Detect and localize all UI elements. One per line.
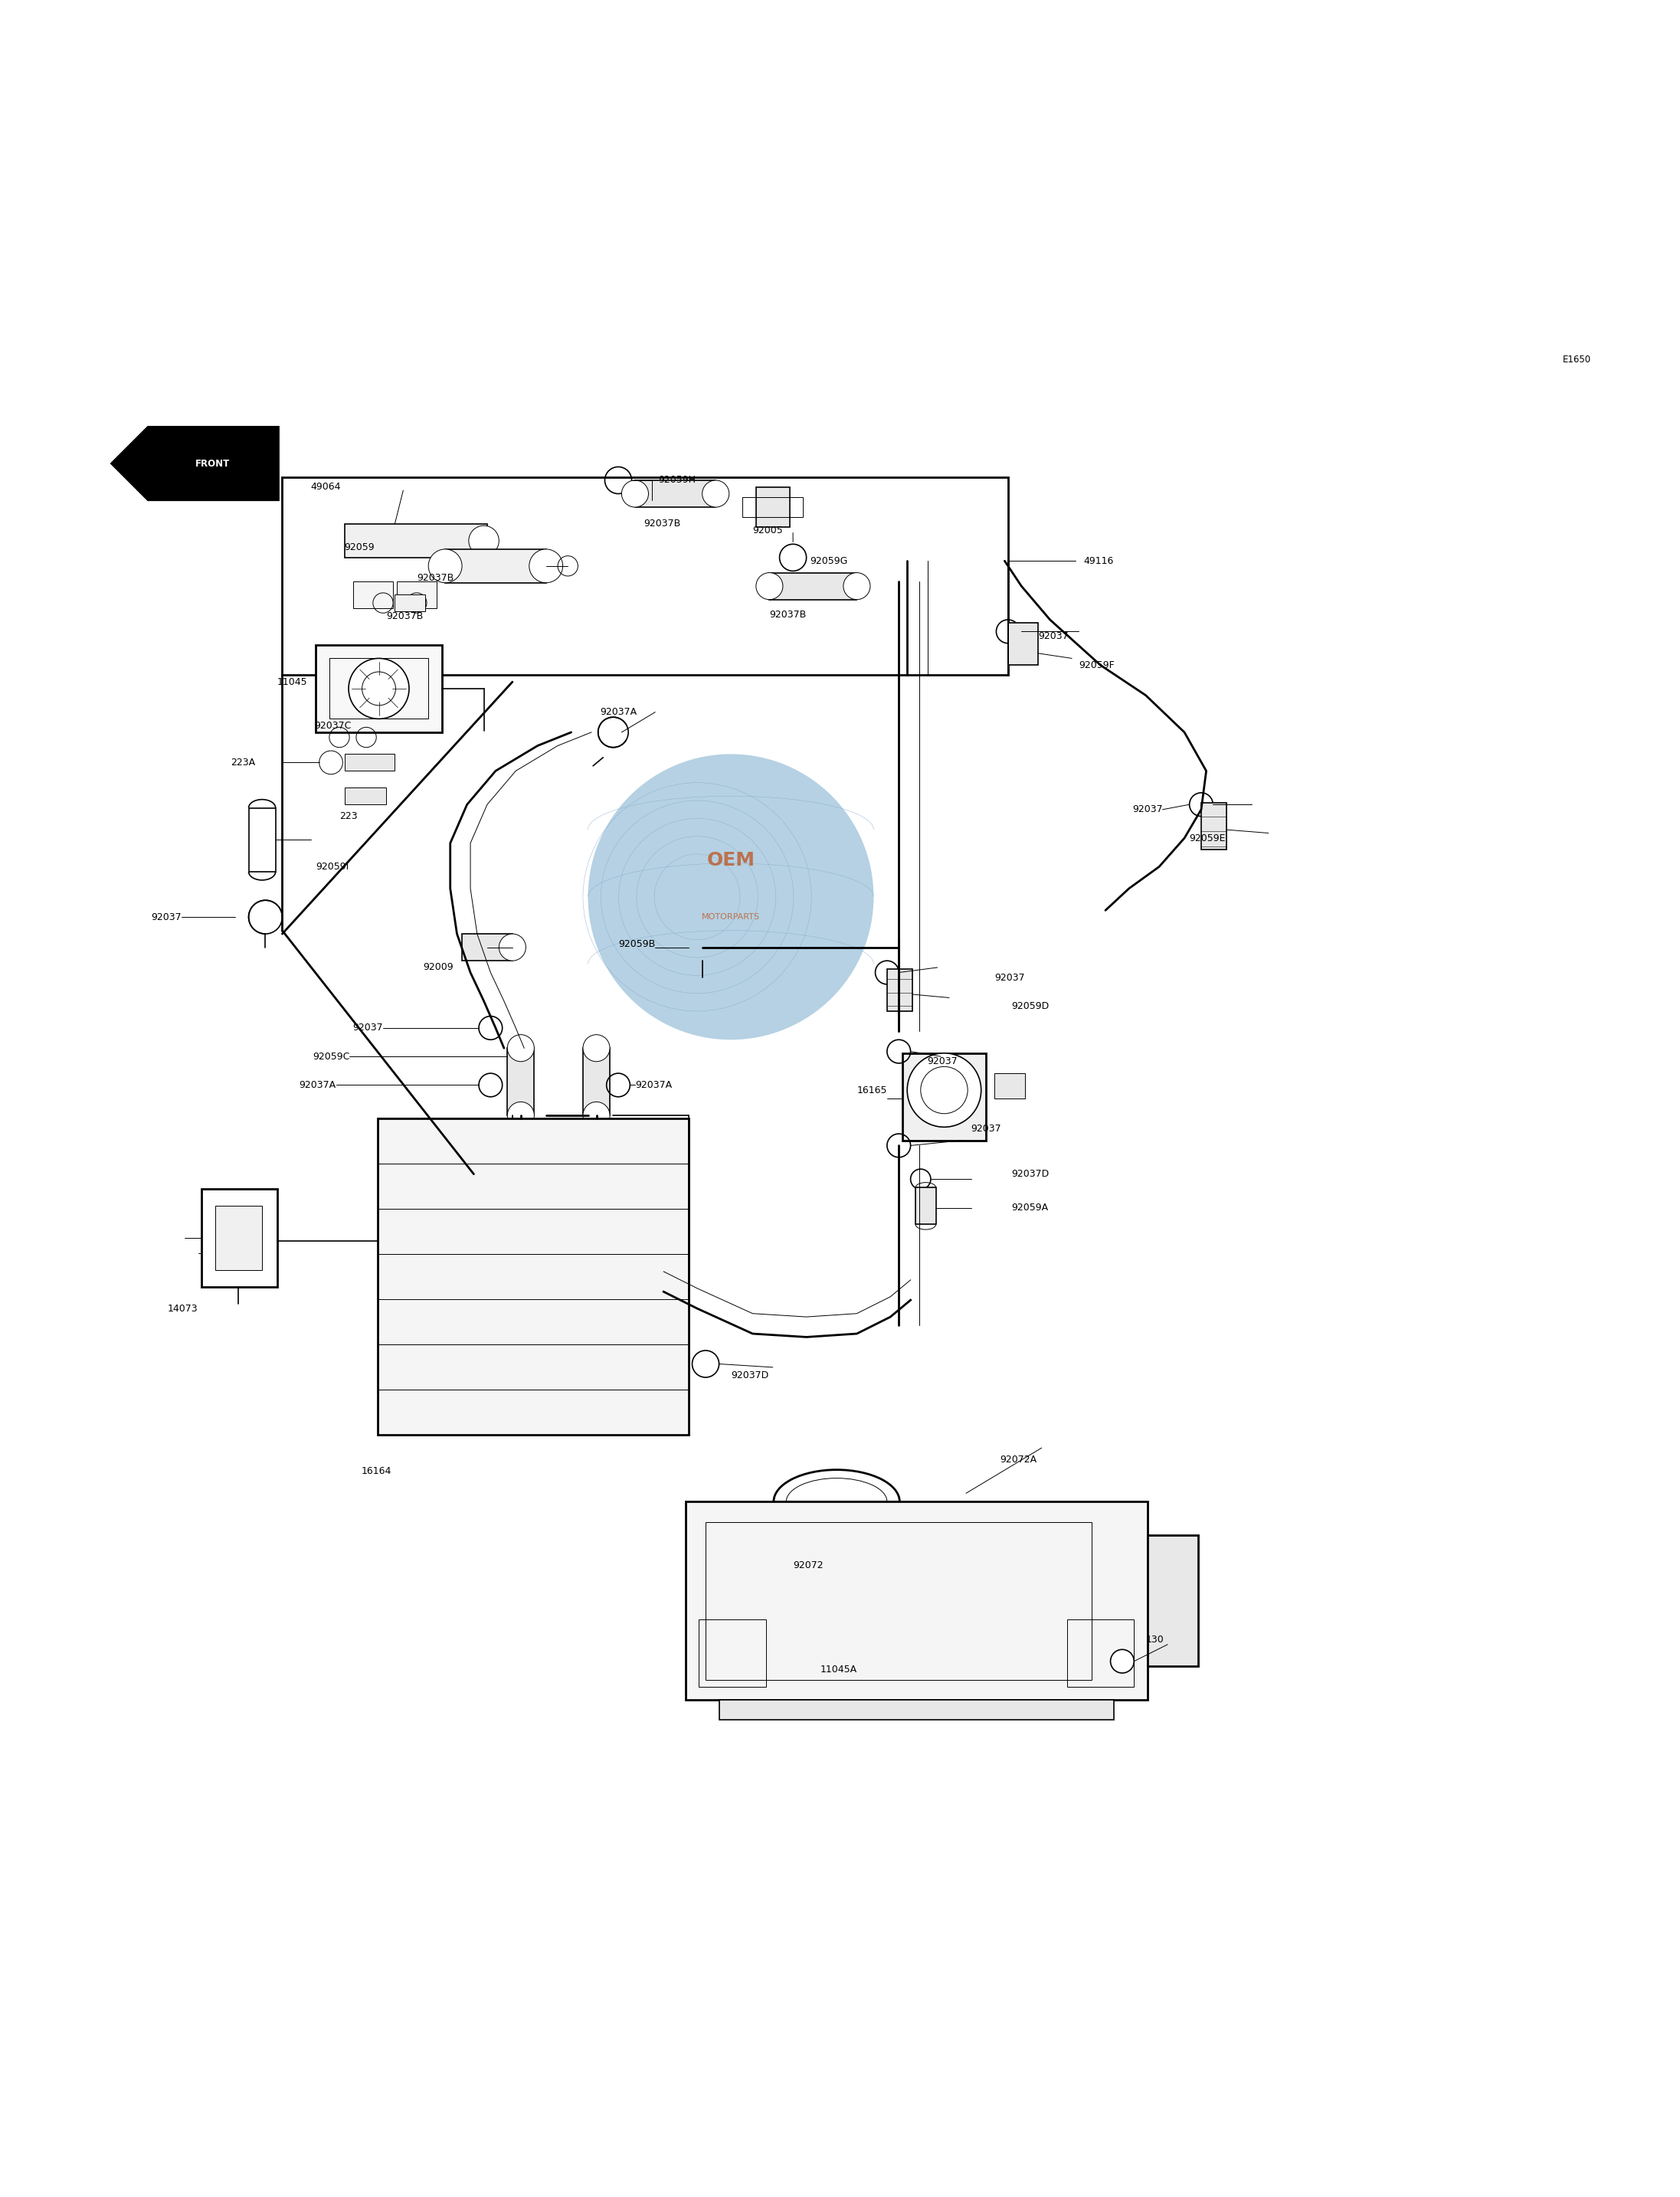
Circle shape xyxy=(469,525,499,556)
Bar xyxy=(635,481,716,508)
Bar xyxy=(215,1206,262,1270)
Text: 92037C: 92037C xyxy=(314,721,351,732)
Text: 92037D: 92037D xyxy=(731,1371,768,1380)
Text: 92037: 92037 xyxy=(927,1057,958,1066)
Bar xyxy=(1201,802,1226,850)
Text: 130: 130 xyxy=(1146,1635,1164,1643)
Bar xyxy=(462,934,512,960)
Bar xyxy=(344,789,386,804)
Polygon shape xyxy=(111,426,279,501)
Circle shape xyxy=(588,754,874,1039)
Text: 49064: 49064 xyxy=(311,481,341,492)
Circle shape xyxy=(622,481,648,508)
Text: 92037A: 92037A xyxy=(635,1081,672,1090)
Text: 92059A: 92059A xyxy=(1011,1202,1048,1213)
Text: 16164: 16164 xyxy=(361,1465,391,1476)
Bar xyxy=(316,646,442,732)
Text: 92037B: 92037B xyxy=(417,573,454,582)
Bar xyxy=(1008,624,1038,666)
Circle shape xyxy=(1110,1650,1134,1674)
Circle shape xyxy=(319,751,343,773)
Bar xyxy=(743,497,803,516)
Circle shape xyxy=(583,1035,610,1061)
Circle shape xyxy=(583,1103,610,1129)
Circle shape xyxy=(921,1066,968,1114)
Bar xyxy=(344,754,395,771)
Bar xyxy=(329,659,428,718)
Bar xyxy=(719,1700,1114,1720)
Text: 49116: 49116 xyxy=(1084,556,1114,567)
Text: 92037: 92037 xyxy=(353,1024,383,1033)
Text: 16165: 16165 xyxy=(857,1085,887,1094)
Circle shape xyxy=(428,549,462,582)
Circle shape xyxy=(588,754,874,1039)
Circle shape xyxy=(499,934,526,960)
Bar xyxy=(685,1503,1147,1700)
Bar xyxy=(902,1052,986,1140)
Bar xyxy=(769,573,857,600)
Text: 92059I: 92059I xyxy=(316,861,349,872)
Text: 92072: 92072 xyxy=(793,1560,823,1571)
Text: 92037: 92037 xyxy=(1038,631,1068,642)
Text: MOTORPARTS: MOTORPARTS xyxy=(702,914,759,921)
Text: OEM: OEM xyxy=(707,850,754,870)
Text: 92059G: 92059G xyxy=(810,556,848,567)
Text: 14073: 14073 xyxy=(168,1303,198,1314)
Circle shape xyxy=(529,549,563,582)
Bar xyxy=(344,523,487,558)
Bar xyxy=(995,1074,1025,1098)
Circle shape xyxy=(702,481,729,508)
Text: 92037: 92037 xyxy=(151,912,181,923)
Bar xyxy=(1067,1619,1134,1687)
Bar xyxy=(378,1118,689,1435)
Text: 92037B: 92037B xyxy=(643,518,680,529)
Text: 92037A: 92037A xyxy=(600,707,637,716)
Text: 92059H: 92059H xyxy=(659,475,696,486)
Bar xyxy=(249,808,276,872)
Bar xyxy=(395,595,425,611)
Text: 92005: 92005 xyxy=(753,525,783,536)
Text: 11045A: 11045A xyxy=(820,1665,857,1674)
Circle shape xyxy=(507,1035,534,1061)
Text: 92059: 92059 xyxy=(344,543,375,551)
Bar xyxy=(396,580,437,609)
Bar xyxy=(507,1048,534,1116)
Text: 92037B: 92037B xyxy=(386,611,423,622)
Circle shape xyxy=(349,659,410,718)
Text: 92037: 92037 xyxy=(1132,804,1163,815)
Text: 92037D: 92037D xyxy=(1011,1169,1048,1180)
Text: 92037: 92037 xyxy=(971,1123,1001,1134)
Text: 92009: 92009 xyxy=(423,962,454,973)
Bar xyxy=(353,580,393,609)
Circle shape xyxy=(507,1103,534,1129)
Text: 92037B: 92037B xyxy=(769,611,806,620)
Text: 92037A: 92037A xyxy=(299,1081,336,1090)
Text: 92059F: 92059F xyxy=(1079,659,1114,670)
Text: 223: 223 xyxy=(339,811,358,822)
Bar xyxy=(706,1523,1092,1681)
Bar xyxy=(583,1048,610,1116)
Text: 92059C: 92059C xyxy=(312,1052,349,1061)
Circle shape xyxy=(843,573,870,600)
Bar xyxy=(756,488,790,527)
Text: 92059D: 92059D xyxy=(1011,1002,1048,1011)
Circle shape xyxy=(907,1052,981,1127)
Text: 92059E: 92059E xyxy=(1189,833,1226,844)
Text: 223A: 223A xyxy=(230,758,255,767)
Bar xyxy=(202,1189,277,1287)
Bar xyxy=(1147,1536,1198,1665)
Bar xyxy=(699,1619,766,1687)
Circle shape xyxy=(363,672,396,705)
Bar xyxy=(282,477,1008,674)
Bar xyxy=(445,549,546,582)
Text: E1650: E1650 xyxy=(1562,354,1591,365)
Bar xyxy=(887,969,912,1011)
Text: 92037: 92037 xyxy=(995,973,1025,982)
Text: FRONT: FRONT xyxy=(195,459,230,468)
Bar xyxy=(916,1189,936,1224)
Circle shape xyxy=(756,573,783,600)
Text: 11045: 11045 xyxy=(277,677,307,688)
Text: 92059B: 92059B xyxy=(618,938,655,949)
Text: 92072A: 92072A xyxy=(1000,1454,1037,1465)
